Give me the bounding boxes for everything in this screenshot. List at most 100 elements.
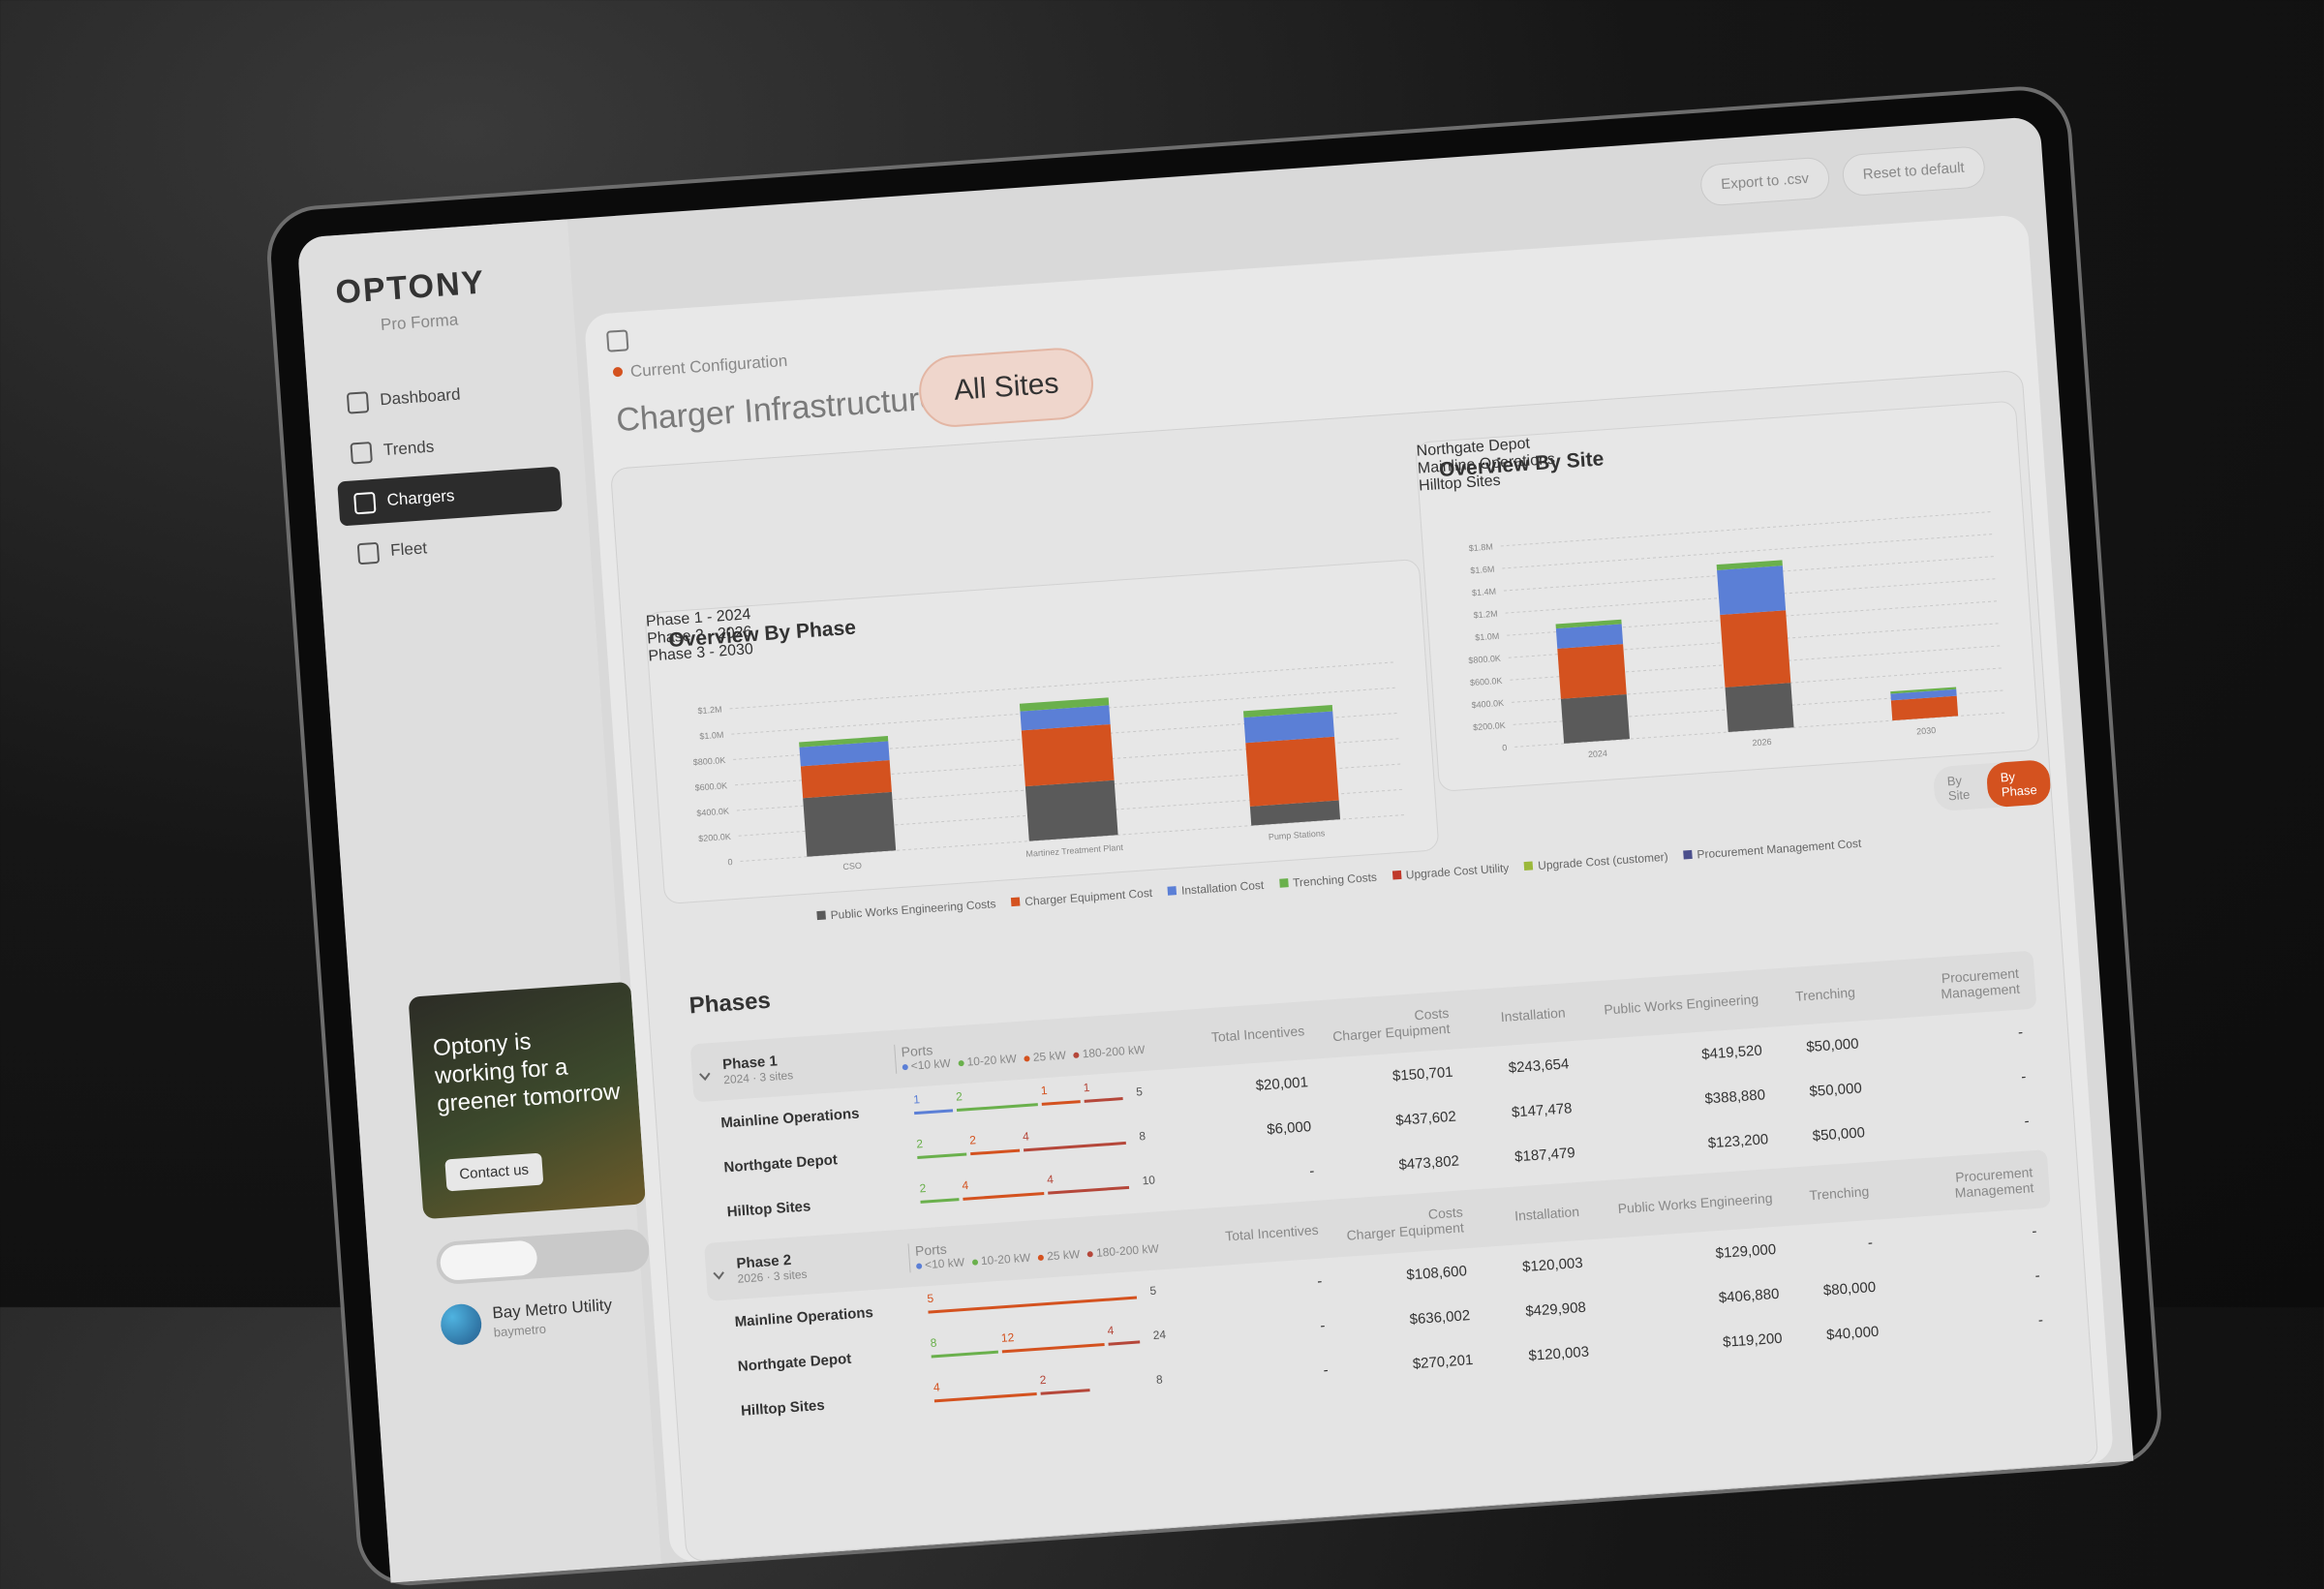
- table-cell: -: [2034, 1267, 2041, 1284]
- legend-label: Public Works Engineering Costs: [830, 897, 996, 923]
- column-label: Procurement Management: [1940, 964, 2021, 1002]
- site-name: Hilltop Sites: [740, 1396, 826, 1420]
- legend-item: Upgrade Cost Utility: [1391, 861, 1510, 882]
- port-count: 1: [913, 1092, 921, 1106]
- port-segment: [914, 1109, 954, 1115]
- port-segment: [933, 1391, 1037, 1403]
- x-tick-label: CSO: [842, 861, 862, 871]
- chart-plot: 0 $200.0K $400.0K $600.0K $800.0K $1.0M $1.2M $…: [1468, 510, 2008, 759]
- view-option[interactable]: By Site: [1946, 773, 1971, 804]
- port-type-label: 25 kW: [1032, 1048, 1067, 1064]
- ports-total: 8: [1155, 1372, 1163, 1386]
- ports-cell: 1 2 1 1 5: [897, 1069, 1189, 1132]
- phases-title: Phases: [688, 987, 772, 1020]
- table-row: Mainline Operations 1 2 1 1 5 $20,001 $150,701 $…: [694, 1008, 2040, 1146]
- table-cell: $388,880: [1703, 1085, 1766, 1108]
- port-segment: [920, 1198, 960, 1204]
- y-tick-label: $1.2M: [697, 704, 722, 716]
- column-label: Procurement Management: [1954, 1164, 2034, 1201]
- port-count: 12: [1000, 1330, 1015, 1345]
- promo-card: Optony is working for a greener tomorrow…: [408, 981, 646, 1220]
- port-segment: [956, 1103, 1038, 1113]
- column-label: Trenching: [1808, 1183, 1870, 1204]
- port-segment: [931, 1350, 998, 1359]
- port-count: 4: [933, 1380, 940, 1393]
- port-count: 2: [919, 1181, 927, 1195]
- table-cell: $120,003: [1527, 1343, 1590, 1364]
- laptop: OPTONY Pro Forma Dashboard Trends Chargers…: [263, 82, 2165, 1589]
- legend-swatch: [1011, 897, 1021, 907]
- port-segment: [963, 1191, 1045, 1201]
- port-count: 4: [1107, 1324, 1115, 1337]
- port-segment: [1041, 1100, 1081, 1106]
- nav-item[interactable]: Dashboard: [330, 366, 556, 426]
- port-type-label: 180-200 kW: [1082, 1042, 1146, 1061]
- legend-item: Charger Equipment Cost: [1011, 886, 1153, 909]
- column-header: Procurement Management: [1860, 964, 2027, 1007]
- site-selector[interactable]: All Sites: [916, 345, 1096, 430]
- bar-segment: [1890, 687, 1957, 694]
- bar-segment: [1021, 723, 1115, 787]
- column-header: Procurement Management: [1874, 1164, 2040, 1207]
- chart-tabs: Phase 1 - 2024 Phase 2 - 2026 Phase 3 - 20…: [645, 560, 1422, 666]
- phase-chart-card: Overview By Phase Phase 1 - 2024 Phase 2 -…: [644, 558, 1440, 905]
- port-count: 2: [969, 1133, 977, 1146]
- bar-segment: [1560, 694, 1630, 744]
- column-header: Installation: [1469, 1204, 1586, 1227]
- group-cell: Phase 2 2026 · 3 sites: [705, 1243, 910, 1288]
- table-cell: -: [2017, 1024, 2024, 1041]
- group-cell: Phase 1 2024 · 3 sites: [691, 1044, 897, 1088]
- table-cell: $129,000: [1715, 1240, 1777, 1262]
- table-row: Northgate Depot 2 2 4 8 $6,000 $437,602 $147,47…: [697, 1053, 2043, 1191]
- table-cell: $40,000: [1825, 1323, 1880, 1343]
- chevron: [713, 1270, 724, 1280]
- port-count: 4: [962, 1178, 969, 1192]
- bar-segment: [1890, 695, 1959, 721]
- column-header: Public Works Engineering: [1571, 991, 1765, 1020]
- port-count: 1: [1040, 1084, 1048, 1097]
- site-name: Northgate Depot: [722, 1150, 839, 1176]
- port-count: 1: [1083, 1081, 1090, 1094]
- legend-item: Upgrade Cost (customer): [1523, 850, 1668, 873]
- x-tick-label: 2026: [1752, 737, 1772, 748]
- action-button[interactable]: Reset to default: [1841, 145, 1987, 198]
- port-type-label: 10-20 kW: [966, 1052, 1018, 1069]
- table-cell: $636,002: [1409, 1306, 1471, 1328]
- nav-item[interactable]: Trends: [334, 416, 560, 476]
- bar-segment: [800, 760, 892, 799]
- site-name: Mainline Operations: [719, 1105, 860, 1132]
- action-button[interactable]: Export to .csv: [1698, 156, 1831, 207]
- bar-segment: [1555, 624, 1624, 649]
- column-label: Public Works Engineering: [1603, 991, 1759, 1018]
- column-label: Public Works Engineering: [1617, 1190, 1773, 1217]
- port-type-label: 10-20 kW: [980, 1250, 1031, 1268]
- phases-table: Phase 1 2024 · 3 sites Ports <10 kW 10-20 kW…: [689, 943, 2060, 1435]
- view-option[interactable]: By Phase: [1985, 759, 2052, 809]
- collapse-button[interactable]: [606, 329, 629, 352]
- port-segment: [1108, 1340, 1141, 1346]
- port-dot: [1038, 1254, 1045, 1262]
- theme-knob: [439, 1239, 538, 1282]
- port-dot: [971, 1259, 979, 1266]
- promo-text: Optony is working for a greener tomorrow: [432, 1028, 622, 1117]
- y-tick-label: $1.0M: [699, 730, 724, 742]
- table-cell: -: [2023, 1112, 2031, 1130]
- nav-item[interactable]: Fleet: [341, 516, 566, 576]
- x-tick-label: Pump Stations: [1269, 828, 1327, 841]
- legend-item: Trenching Costs: [1278, 871, 1377, 891]
- ports-header: Ports <10 kW 10-20 kW 25 kW 180-200 kW: [894, 1024, 1186, 1074]
- theme-toggle[interactable]: [435, 1228, 651, 1286]
- nav-item[interactable]: Chargers: [337, 466, 563, 527]
- actions: Export to .csv Reset to default: [1698, 145, 1987, 207]
- column-label: Total Incentives: [1210, 1023, 1305, 1046]
- site-name: Northgate Depot: [737, 1350, 852, 1375]
- port-type: 10-20 kW: [958, 1052, 1017, 1069]
- site-name: Hilltop Sites: [726, 1197, 811, 1220]
- grid-line: [1502, 533, 1996, 569]
- contact-button[interactable]: Contact us: [444, 1152, 544, 1192]
- table-cell: $473,802: [1397, 1151, 1460, 1174]
- column-header: Trenching: [1778, 1183, 1876, 1206]
- port-type: 25 kW: [1024, 1049, 1066, 1065]
- y-tick-label: $1.8M: [1468, 542, 1493, 554]
- table-cell: $243,654: [1508, 1054, 1570, 1077]
